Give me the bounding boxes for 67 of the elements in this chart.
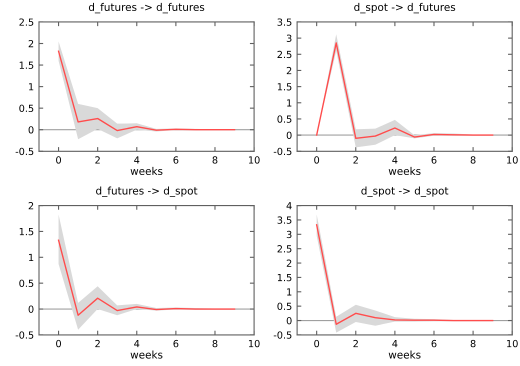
- x-tick-label: 4: [392, 156, 398, 164]
- y-tick-label: 1.5: [278, 83, 292, 90]
- y-tick-label: -0.5: [16, 148, 34, 156]
- x-tick-label: 0: [56, 340, 61, 348]
- y-tick-label: 2.5: [278, 50, 292, 58]
- y-tick-label: 2: [28, 40, 34, 48]
- y-tick-label: -0.5: [274, 148, 292, 156]
- line-series: [58, 240, 236, 316]
- x-tick-label: 8: [212, 156, 218, 164]
- line-series: [58, 50, 236, 132]
- x-tick-label: 8: [212, 340, 218, 348]
- x-tick-label: 10: [507, 156, 518, 164]
- x-tick-label: 6: [432, 156, 436, 164]
- y-tick-label: 1: [29, 254, 34, 261]
- y-tick-label: 0: [286, 132, 292, 139]
- chart-title: d_spot -> d_spot: [361, 186, 448, 197]
- x-tick-label: 2: [95, 340, 100, 348]
- x-axis-title: weeks: [388, 350, 421, 359]
- x-tick-label: 10: [248, 156, 260, 164]
- x-tick-label: 4: [134, 340, 140, 348]
- y-tick-label: 3.5: [278, 216, 292, 224]
- x-tick-label: 2: [95, 156, 100, 164]
- line-series: [316, 224, 494, 325]
- y-tick-label: 0.5: [19, 104, 34, 112]
- x-tick-label: 0: [314, 156, 320, 164]
- y-tick-label: 3: [286, 230, 292, 238]
- y-tick-label: 2: [286, 66, 292, 74]
- x-axis-title: weeks: [130, 166, 162, 175]
- y-tick-label: 0.5: [277, 302, 292, 310]
- x-tick-label: 8: [470, 156, 476, 164]
- y-tick-label: 1.5: [278, 274, 292, 282]
- chart-title: d_futures -> d_spot: [96, 186, 198, 197]
- y-tick-label: 2: [286, 260, 292, 267]
- y-tick-label: 2.5: [19, 18, 34, 26]
- chart-title: d_spot -> d_futures: [354, 2, 456, 14]
- y-tick-label: 0: [28, 126, 34, 134]
- x-tick-label: 10: [248, 340, 260, 348]
- x-axis-title: weeks: [388, 166, 421, 175]
- x-tick-label: 4: [134, 156, 140, 164]
- x-tick-label: 6: [173, 156, 178, 164]
- x-tick-label: 10: [507, 340, 518, 348]
- y-tick-label: 0.5: [277, 115, 292, 123]
- y-tick-label: 4: [286, 202, 292, 210]
- y-tick-label: 0: [286, 317, 292, 324]
- y-tick-label: 3: [286, 34, 292, 42]
- y-tick-label: -0.5: [16, 331, 34, 339]
- x-tick-label: 6: [432, 340, 436, 348]
- y-tick-label: 1.5: [20, 228, 34, 236]
- x-tick-label: 4: [392, 340, 398, 348]
- y-tick-label: 1: [287, 99, 292, 106]
- x-tick-label: 2: [353, 340, 358, 348]
- chart-title: d_futures -> d_futures: [88, 2, 204, 14]
- y-tick-label: 0: [28, 306, 34, 313]
- y-tick-label: 0.5: [19, 280, 34, 287]
- y-tick-label: 1: [29, 83, 34, 90]
- y-tick-label: 1: [287, 288, 292, 296]
- x-tick-label: 6: [173, 340, 178, 348]
- x-tick-label: 0: [56, 156, 61, 164]
- y-tick-label: 1.5: [20, 62, 34, 69]
- x-tick-label: 2: [353, 156, 358, 164]
- y-tick-label: -0.5: [274, 331, 292, 339]
- y-tick-label: 3.5: [278, 18, 292, 26]
- x-axis-title: weeks: [130, 350, 162, 359]
- y-tick-label: 2.5: [278, 245, 292, 253]
- x-tick-label: 0: [314, 340, 320, 348]
- x-tick-label: 8: [470, 340, 476, 348]
- y-tick-label: 2: [28, 202, 34, 210]
